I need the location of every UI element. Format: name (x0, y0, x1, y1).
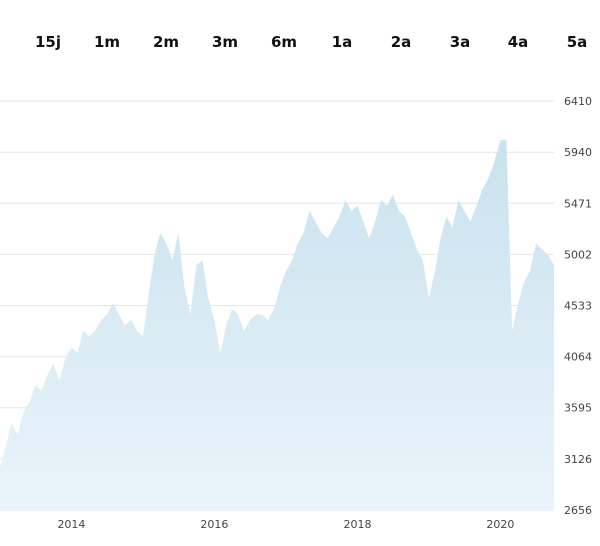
range-button-2-months[interactable]: 2m (152, 33, 180, 51)
x-axis-ticks: 2014 2016 2018 2020 (57, 518, 514, 531)
range-button-1-year[interactable]: 1a (331, 33, 353, 51)
range-button-1-month[interactable]: 1m (93, 33, 121, 51)
y-tick-label: 4064 (564, 351, 592, 364)
range-button-3-years[interactable]: 3a (449, 33, 471, 51)
range-button-15-days[interactable]: 15j (34, 33, 62, 51)
x-tick-label: 2016 (200, 518, 228, 531)
price-area (0, 140, 554, 510)
y-tick-label: 6410 (564, 95, 592, 108)
y-tick-label: 2656 (564, 504, 592, 517)
y-tick-label: 3595 (564, 402, 592, 415)
x-tick-label: 2014 (57, 518, 85, 531)
range-button-4-years[interactable]: 4a (507, 33, 529, 51)
y-tick-label: 5471 (564, 197, 592, 210)
range-selector: 15j 1m 2m 3m 6m 1a 2a 3a 4a 5a (0, 0, 600, 84)
range-button-6-months[interactable]: 6m (270, 33, 298, 51)
x-tick-label: 2020 (486, 518, 514, 531)
y-tick-label: 5940 (564, 146, 592, 159)
range-button-3-months[interactable]: 3m (211, 33, 239, 51)
y-tick-label: 5002 (564, 248, 592, 261)
range-button-2-years[interactable]: 2a (390, 33, 412, 51)
x-tick-label: 2018 (343, 518, 371, 531)
y-tick-label: 3126 (564, 453, 592, 466)
range-button-5-years[interactable]: 5a (566, 33, 588, 51)
y-tick-label: 4533 (564, 300, 592, 313)
y-axis-ticks: 6410 5940 5471 5002 4533 4064 3595 3126 2656 (564, 95, 592, 517)
